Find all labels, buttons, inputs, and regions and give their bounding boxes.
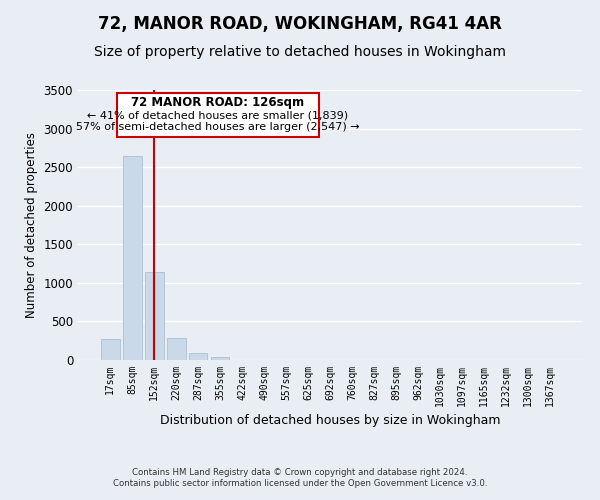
Text: Size of property relative to detached houses in Wokingham: Size of property relative to detached ho… — [94, 45, 506, 59]
Text: 57% of semi-detached houses are larger (2,547) →: 57% of semi-detached houses are larger (… — [76, 122, 360, 132]
Text: 72 MANOR ROAD: 126sqm: 72 MANOR ROAD: 126sqm — [131, 96, 304, 110]
Bar — [101, 339, 119, 360]
Text: 72, MANOR ROAD, WOKINGHAM, RG41 4AR: 72, MANOR ROAD, WOKINGHAM, RG41 4AR — [98, 15, 502, 33]
X-axis label: Distribution of detached houses by size in Wokingham: Distribution of detached houses by size … — [160, 414, 500, 428]
Text: ← 41% of detached houses are smaller (1,839): ← 41% of detached houses are smaller (1,… — [88, 110, 349, 120]
Bar — [123, 156, 142, 360]
Bar — [211, 356, 229, 360]
Bar — [145, 272, 164, 360]
Bar — [189, 352, 208, 360]
Bar — [167, 338, 185, 360]
Y-axis label: Number of detached properties: Number of detached properties — [25, 132, 38, 318]
Bar — [117, 93, 319, 137]
Text: Contains HM Land Registry data © Crown copyright and database right 2024.
Contai: Contains HM Land Registry data © Crown c… — [113, 468, 487, 487]
